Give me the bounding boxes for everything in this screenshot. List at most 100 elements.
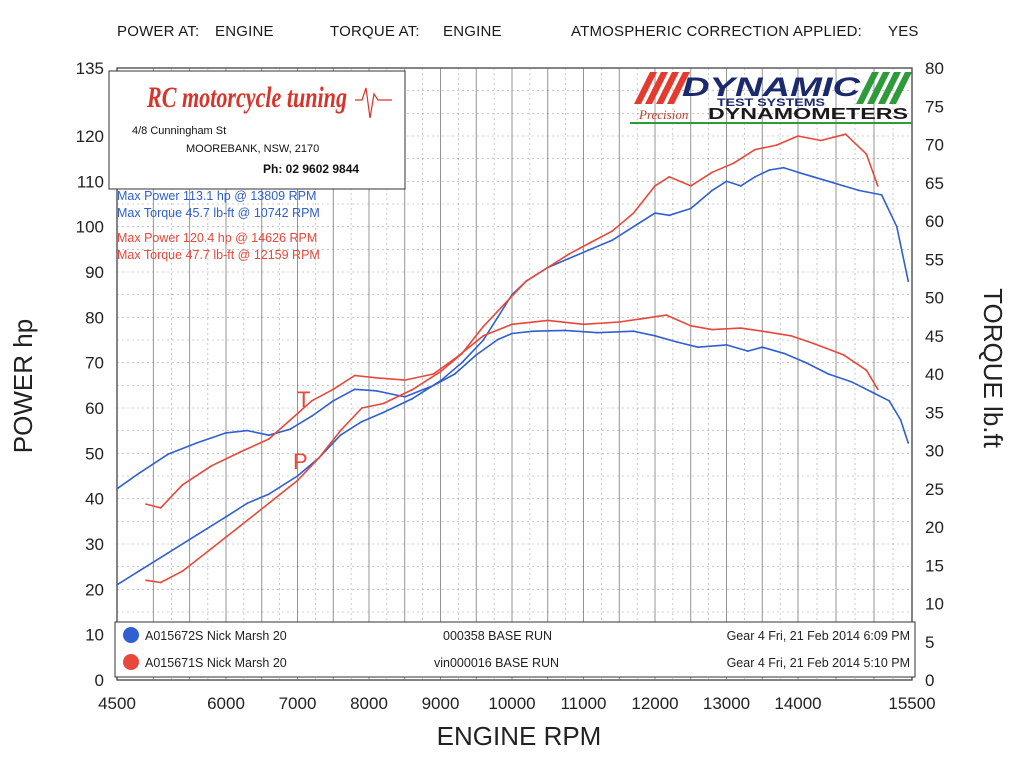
y-tick-label: 100 — [76, 218, 104, 237]
y2-tick-label: 55 — [925, 250, 944, 269]
series-point-torque — [582, 323, 585, 326]
y2-tick-label: 65 — [925, 174, 944, 193]
series-point-torque — [888, 399, 891, 402]
y2-tick-label: 50 — [925, 289, 944, 308]
run-red-marker-icon — [123, 654, 139, 670]
series-point-torque — [332, 388, 335, 391]
x-tick-label: 8000 — [350, 694, 388, 713]
run-blue-info: Gear 4 Fri, 21 Feb 2014 6:09 PM — [727, 629, 910, 643]
series-point-power — [196, 534, 198, 536]
power-curve-label: P — [293, 449, 308, 474]
torque-at-label: TORQUE AT: — [330, 23, 420, 40]
series-point-torque — [145, 503, 148, 505]
series-point-power — [876, 185, 879, 187]
brand-stripes-right-icon — [856, 72, 912, 104]
series-point-torque — [375, 389, 377, 392]
series-point-torque — [876, 388, 879, 391]
series-point-power — [137, 570, 140, 573]
torque-at-value: ENGINE — [443, 23, 502, 40]
y-tick-label: 30 — [85, 535, 104, 554]
series-point-torque — [873, 392, 875, 394]
series-point-power — [668, 214, 671, 217]
series-point-torque — [697, 346, 699, 349]
series-point-power — [496, 316, 499, 319]
series-point-torque — [790, 334, 792, 337]
shop-box-frame — [108, 70, 406, 190]
shop-address2: MOOREBANK, NSW, 2170 — [186, 143, 319, 155]
plot-frame — [116, 67, 913, 681]
series-point-power — [461, 361, 463, 364]
summary-blue-torque: Max Torque 45.7 lb-ft @ 10742 RPM — [117, 206, 320, 220]
x-axis-title: ENGINE RPM — [437, 721, 602, 751]
series-point-power — [589, 241, 592, 244]
series-point-torque — [167, 453, 169, 456]
power-at-label: POWER AT: — [117, 23, 200, 40]
series-point-torque — [432, 373, 435, 375]
series-line-torque — [116, 329, 909, 490]
series-point-power — [725, 180, 728, 183]
series-point-torque — [268, 438, 270, 440]
series-point-power — [411, 398, 413, 400]
y-tick-label: 60 — [85, 399, 104, 418]
y2-tick-label: 70 — [925, 136, 944, 155]
series-point-torque — [842, 354, 845, 356]
series-point-power — [689, 207, 692, 210]
shop-logo: RC motorcycle tuning — [146, 81, 347, 114]
dynamometer-brand-logo: DYNAMIC TEST SYSTEMS Precision DYNAMOMET… — [630, 72, 912, 124]
series-point-power — [754, 148, 756, 151]
brand-sub: TEST SYSTEMS — [717, 97, 825, 109]
series-line-torque — [145, 314, 879, 509]
series-point-power — [268, 502, 270, 505]
series-point-power — [844, 133, 847, 136]
series-point-power — [819, 139, 822, 142]
run-blue-marker-icon — [123, 627, 139, 643]
series-point-torque — [632, 330, 635, 333]
series-point-power — [268, 493, 270, 495]
y2-tick-label: 5 — [925, 633, 934, 652]
y2-tick-label: 0 — [925, 671, 934, 690]
brand-name: DYNAMIC — [682, 72, 861, 102]
y2-tick-label: 15 — [925, 556, 944, 575]
series-point-torque — [268, 434, 270, 437]
series-point-torque — [739, 327, 742, 329]
axis-ticks: 4500 6000 7000 8000 9000 10000 11000 12000 13000… — [76, 59, 944, 713]
series-point-torque — [812, 342, 815, 345]
series-point-torque — [804, 361, 807, 364]
series-point-torque — [432, 384, 435, 387]
series-point-power — [739, 185, 742, 187]
series-point-power — [907, 280, 910, 282]
series-point-torque — [403, 379, 406, 381]
y2-tick-label: 40 — [925, 365, 944, 384]
series-point-torque — [761, 346, 764, 349]
series-point-power — [159, 581, 162, 584]
series-point-power — [361, 420, 363, 423]
x-tick-label: 9000 — [422, 694, 460, 713]
series-point-torque — [137, 472, 140, 475]
series-point-power — [611, 230, 613, 233]
pulse-icon — [355, 87, 392, 119]
y2-tick-label: 35 — [925, 403, 944, 422]
series-point-power — [775, 144, 778, 147]
series-point-power — [225, 515, 227, 518]
series-point-power — [768, 169, 771, 171]
shop-box: RC motorcycle tuning 4/8 Cunningham St M… — [108, 70, 406, 190]
y-tick-label: 40 — [85, 490, 104, 509]
series-point-power — [827, 180, 830, 183]
y-tick-label: 50 — [85, 444, 104, 463]
series-point-power — [296, 475, 299, 477]
series-point-torque — [310, 399, 313, 402]
y2-tick-label: 20 — [925, 518, 944, 537]
series-point-power — [210, 547, 213, 550]
run-legend-frame — [114, 621, 916, 678]
series-point-torque — [196, 442, 198, 444]
series-point-power — [732, 162, 735, 165]
series-point-power — [589, 248, 592, 251]
series-point-power — [632, 212, 635, 215]
series-point-torque — [482, 334, 485, 337]
x-tick-label: 4500 — [98, 694, 136, 713]
series-point-power — [382, 402, 385, 405]
series-point-power — [689, 185, 692, 187]
chart-series — [116, 133, 910, 586]
series-point-torque — [865, 369, 868, 372]
